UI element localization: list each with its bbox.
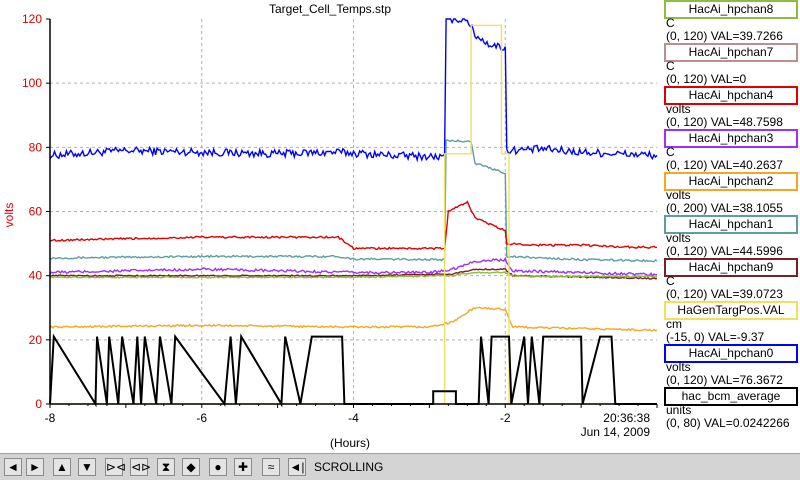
series-line-HacAi_hpchan4: [49, 200, 657, 251]
zoom-in-y-button[interactable]: ⧗: [157, 458, 175, 476]
legend-item-name: HacAi_hpchan1: [664, 215, 798, 234]
legend-item-value: (0, 80) VAL=0.0242266: [666, 416, 790, 430]
y-tick-label: 20: [29, 333, 43, 347]
legend-item-name: HacAi_hpchan2: [664, 172, 798, 191]
legend-item[interactable]: HacAi_hpchan7 C (0, 120) VAL=0: [662, 43, 800, 91]
legend-item-value: (0, 120) VAL=48.7598: [666, 115, 783, 129]
legend-item-unit: C: [666, 59, 675, 73]
legend-item-unit: volts: [666, 360, 691, 374]
y-tick-label: 0: [35, 397, 42, 411]
legend-item-unit: volts: [666, 188, 691, 202]
legend-item-name: HacAi_hpchan7: [664, 43, 798, 62]
legend-item-value: (-15, 0) VAL=-9.37: [666, 330, 765, 344]
legend-item-value: (0, 200) VAL=38.1055: [666, 201, 783, 215]
scroll-left-button[interactable]: ◄: [4, 458, 22, 476]
legend-item-unit: volts: [666, 102, 691, 116]
legend-item[interactable]: HacAi_hpchan0 volts (0, 120) VAL=76.3672: [662, 344, 800, 392]
legend-item-value: (0, 120) VAL=39.7266: [666, 29, 783, 43]
x-tick-label: -8: [45, 411, 56, 425]
legend-item-unit: C: [666, 16, 675, 30]
axes: 0 20 40 60 80 100 120 -8 -6 -4 -2: [22, 12, 658, 425]
y-axis-label: volts: [2, 203, 16, 228]
legend-item-unit: volts: [666, 231, 691, 245]
add-button[interactable]: ✚: [234, 458, 252, 476]
legend-item-value: (0, 120) VAL=39.0723: [666, 287, 783, 301]
y-tick-label: 80: [29, 140, 43, 154]
x-tick-label: -2: [500, 411, 511, 425]
y-tick-label: 40: [29, 269, 43, 283]
scroll-up-button[interactable]: ▲: [53, 458, 71, 476]
back-button[interactable]: ◄|: [288, 458, 306, 476]
series-line-HacAi_hpchan8: [49, 271, 658, 279]
date: Jun 14, 2009: [581, 425, 651, 439]
x-tick-label: -4: [348, 411, 359, 425]
x-axis-label: (Hours): [330, 436, 370, 450]
legend-item[interactable]: HacAi_hpchan4 volts (0, 120) VAL=48.7598: [662, 86, 800, 134]
grid: [50, 19, 657, 404]
legend: HacAi_hpchan8 C (0, 120) VAL=39.7266 HacAi_…: [662, 0, 800, 430]
series-line-hac_bcm_average: [49, 333, 657, 408]
legend-item-name: HacAi_hpchan0: [664, 344, 798, 363]
legend-item-unit: units: [666, 403, 692, 417]
legend-item-name: HacAi_hpchan3: [664, 129, 798, 148]
timestamp: 20:36:38: [603, 411, 650, 425]
zoom-in-x-button[interactable]: ⊳⊲: [105, 458, 127, 476]
record-button[interactable]: ●: [209, 458, 227, 476]
legend-item[interactable]: HacAi_hpchan2 volts (0, 200) VAL=38.1055: [662, 172, 800, 220]
legend-item-unit: cm: [666, 317, 682, 331]
legend-item-value: (0, 120) VAL=44.5996: [666, 244, 783, 258]
legend-item-unit: C: [666, 145, 675, 159]
legend-item-unit: C: [666, 274, 675, 288]
y-tick-label: 100: [22, 76, 42, 90]
chart-title: Target_Cell_Temps.stp: [269, 2, 391, 16]
chart: Target_Cell_Temps.stp 0 20 40 60 80 100 120 -8 -…: [2, 2, 658, 450]
legend-item-name: HacAi_hpchan4: [664, 86, 798, 105]
zoom-out-y-button[interactable]: ◆: [182, 458, 200, 476]
legend-item[interactable]: HacAi_hpchan8 C (0, 120) VAL=39.7266: [662, 0, 800, 48]
graph-button[interactable]: ≈: [262, 458, 280, 476]
series-line-HacAi_hpchan1: [49, 139, 658, 263]
legend-item-name: HacAi_hpchan8: [664, 0, 798, 19]
series-line-HacAi_hpchan3: [49, 256, 658, 277]
legend-item-name: hac_bcm_average: [664, 387, 798, 406]
series-line-HacAi_hpchan0: [49, 18, 658, 163]
legend-item-value: (0, 120) VAL=0: [666, 72, 747, 86]
legend-item[interactable]: HacAi_hpchan3 C (0, 120) VAL=40.2637: [662, 129, 800, 177]
scroll-right-button[interactable]: ►: [26, 458, 44, 476]
legend-item[interactable]: HacAi_hpchan1 volts (0, 120) VAL=44.5996: [662, 215, 800, 263]
legend-item[interactable]: HaGenTargPos.VAL cm (-15, 0) VAL=-9.37: [662, 301, 800, 349]
zoom-out-x-button[interactable]: ⊲⊳: [130, 458, 152, 476]
legend-item[interactable]: hac_bcm_average units (0, 80) VAL=0.024226…: [662, 387, 800, 435]
scroll-down-button[interactable]: ▼: [78, 458, 96, 476]
legend-item-value: (0, 120) VAL=40.2637: [666, 158, 783, 172]
legend-item[interactable]: HacAi_hpchan9 C (0, 120) VAL=39.0723: [662, 258, 800, 306]
legend-item-name: HacAi_hpchan9: [664, 258, 798, 277]
legend-item-name: HaGenTargPos.VAL: [664, 301, 798, 320]
legend-item-value: (0, 120) VAL=76.3672: [666, 373, 783, 387]
x-tick-label: -6: [196, 411, 207, 425]
status-text: SCROLLING: [314, 460, 384, 474]
toolbar: SCROLLING ◄ ► ▲ ▼ ⊳⊲ ⊲⊳ ⧗ ◆ ● ✚ ≈ ◄|: [0, 453, 800, 480]
series-line-HacAi_hpchan2: [49, 306, 658, 332]
y-tick-label: 120: [22, 12, 42, 26]
y-tick-label: 60: [29, 205, 43, 219]
